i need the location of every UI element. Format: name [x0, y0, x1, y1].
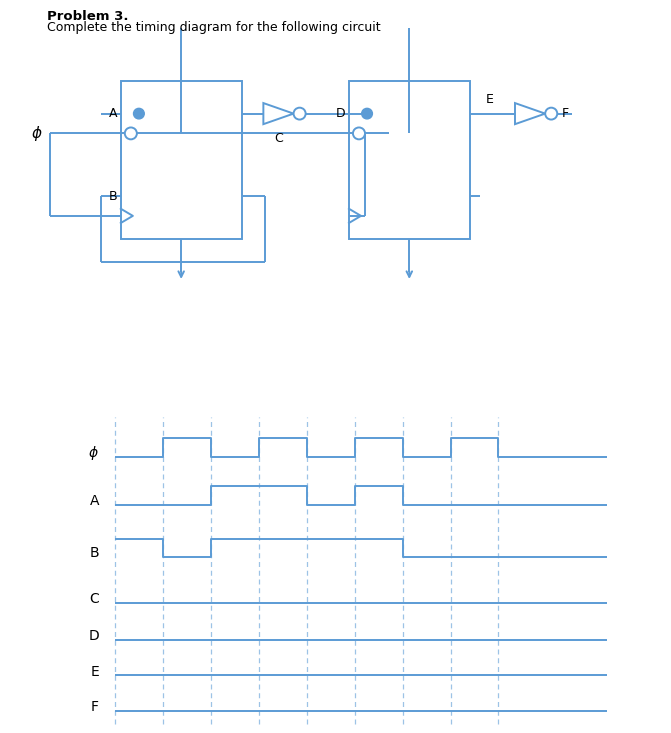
- Circle shape: [362, 108, 372, 119]
- Text: A: A: [109, 107, 117, 120]
- Text: $\phi$: $\phi$: [89, 444, 99, 463]
- Text: B: B: [89, 546, 99, 560]
- Text: B: B: [109, 190, 117, 202]
- Bar: [349, 81, 470, 239]
- Text: D: D: [89, 629, 99, 644]
- Circle shape: [294, 108, 305, 119]
- Bar: [121, 81, 242, 239]
- Text: F: F: [562, 107, 569, 120]
- Circle shape: [545, 108, 557, 119]
- Text: E: E: [91, 665, 99, 679]
- Text: Problem 3.: Problem 3.: [47, 10, 128, 23]
- Circle shape: [125, 128, 137, 139]
- Text: D: D: [336, 107, 346, 120]
- Text: C: C: [274, 132, 283, 145]
- Text: A: A: [89, 494, 99, 508]
- Circle shape: [353, 128, 365, 139]
- Text: E: E: [486, 92, 494, 106]
- Circle shape: [134, 108, 144, 119]
- Text: Complete the timing diagram for the following circuit: Complete the timing diagram for the foll…: [47, 21, 380, 34]
- Text: F: F: [91, 700, 99, 714]
- Text: C: C: [89, 592, 99, 606]
- Text: $\phi$: $\phi$: [31, 124, 43, 143]
